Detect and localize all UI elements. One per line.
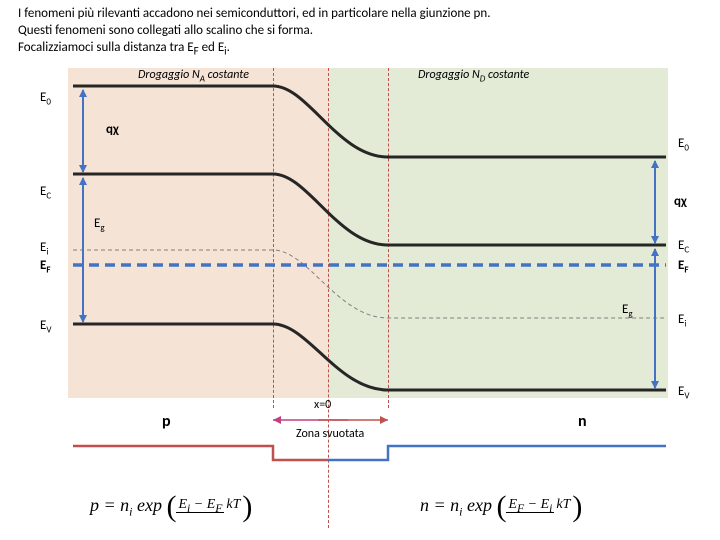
label-qchi-right: qχ bbox=[674, 194, 687, 209]
label-Ei-left: Ei bbox=[40, 240, 48, 258]
label-qchi-left: qχ bbox=[106, 122, 119, 137]
label-EV-right: EV bbox=[678, 384, 689, 402]
label-EF-right: EF bbox=[678, 258, 688, 276]
arrow-qchi-right bbox=[654, 161, 656, 243]
intro-line3a: Focalizziamoci sulla distanza tra E bbox=[18, 40, 194, 55]
arrow-Eg-left bbox=[82, 178, 84, 322]
label-EF-left: EF bbox=[40, 258, 50, 276]
label-E0-left: E0 bbox=[40, 90, 51, 108]
label-EC-left: EC bbox=[40, 184, 51, 202]
label-Ei-right: Ei bbox=[678, 312, 686, 330]
intro-line3c: . bbox=[227, 40, 230, 55]
equation-p: p = ni exp (Ei − EFkT) bbox=[90, 490, 252, 524]
arrow-qchi-left bbox=[82, 90, 84, 172]
doping-profile bbox=[18, 438, 702, 468]
band-diagram: Drogaggio NA costante Drogaggio ND costa… bbox=[18, 68, 702, 398]
equation-n: n = ni exp (EF − EikT) bbox=[420, 490, 582, 524]
label-E0-right: E0 bbox=[678, 136, 689, 154]
intro-line3b: ed E bbox=[199, 40, 225, 55]
intro-line1: I fenomeni più rilevanti accadono nei se… bbox=[18, 6, 491, 21]
intro-text: I fenomeni più rilevanti accadono nei se… bbox=[18, 6, 708, 58]
band-curves bbox=[18, 68, 702, 408]
label-Eg-left: Eg bbox=[94, 216, 105, 234]
arrow-Eg-right bbox=[654, 249, 656, 388]
label-EV-left: EV bbox=[40, 318, 51, 336]
intro-line2: Questi fenomeni sono collegati allo scal… bbox=[18, 23, 313, 38]
label-EC-right: EC bbox=[678, 238, 689, 256]
label-Eg-right: Eg bbox=[622, 302, 633, 320]
